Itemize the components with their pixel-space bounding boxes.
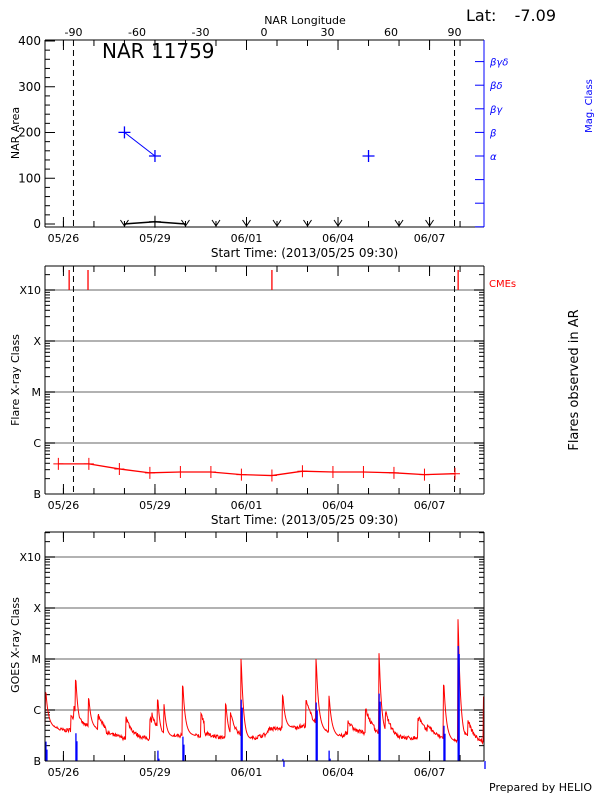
longitude-tick-label: 0 xyxy=(261,26,268,39)
goes-short-channel-spike xyxy=(315,702,318,761)
goes-short-channel-spike xyxy=(443,725,446,761)
y-tick-label: 400 xyxy=(18,34,41,48)
x-tick-label: 06/01 xyxy=(231,499,263,512)
longitude-tick-label: 30 xyxy=(321,26,335,39)
flare-point-marker xyxy=(449,467,460,480)
y-tick-label: M xyxy=(32,386,42,399)
mag-class-tick-label: β xyxy=(489,128,497,139)
x-axis-label: Start Time: (2013/05/25 09:30) xyxy=(211,513,398,527)
goes-long-channel-line xyxy=(44,619,484,745)
longitude-tick-label: -30 xyxy=(192,26,210,39)
longitude-tick-label: -60 xyxy=(128,26,146,39)
y-tick-label: X10 xyxy=(19,284,41,297)
flare-point-marker xyxy=(358,466,369,478)
flare-class-panel: B C M X X10 05/26 05/29 06/01 06/04 06/07 Start Ti… xyxy=(9,265,582,527)
area-point-marker xyxy=(425,219,434,227)
mag-class-tick-label: βδ xyxy=(489,81,503,92)
latitude-label: Lat: xyxy=(466,6,496,25)
area-point-marker xyxy=(303,219,312,227)
longitude-tick-label: 90 xyxy=(448,26,462,39)
nar-area-panel: 05/26 05/29 06/01 06/04 06/07 Start Time: (20… xyxy=(9,14,595,260)
goes-short-channel-spike xyxy=(45,741,48,761)
region-title: NAR 11759 xyxy=(102,39,215,63)
latitude-value: -7.09 xyxy=(515,6,556,25)
area-point-marker xyxy=(394,219,404,227)
flare-point-marker xyxy=(266,469,277,482)
y-axis-label: NAR Area xyxy=(9,107,22,159)
y-tick-label: X10 xyxy=(19,551,41,564)
mag-class-point-marker xyxy=(362,150,375,162)
flare-point-marker xyxy=(144,466,155,479)
area-point-marker xyxy=(272,219,282,227)
cme-label: CMEs xyxy=(489,279,516,290)
x-tick-label: 06/07 xyxy=(414,766,446,779)
x-tick-label: 05/26 xyxy=(48,499,80,512)
goes-short-channel-spike xyxy=(484,761,486,769)
x-axis-label: Start Time: (2013/05/25 09:30) xyxy=(211,246,398,260)
flare-class-line xyxy=(58,463,455,477)
mag-class-line xyxy=(124,132,156,157)
flare-point-marker xyxy=(419,468,430,481)
flare-point-marker xyxy=(297,465,308,478)
mag-class-point-marker xyxy=(148,150,161,162)
x-tick-label: 06/01 xyxy=(231,232,263,245)
area-point-marker xyxy=(120,219,129,227)
x-tick-label: 05/29 xyxy=(139,766,171,779)
y-tick-label: B xyxy=(33,488,41,501)
goes-short-channel-spike xyxy=(457,645,460,761)
longitude-tick-label: -90 xyxy=(64,26,82,39)
y-axis-label: GOES X-ray Class xyxy=(9,597,22,693)
x-tick-label: 05/29 xyxy=(139,499,171,512)
x-tick-label: 06/07 xyxy=(414,499,446,512)
flare-point-marker xyxy=(175,466,186,478)
area-point-marker xyxy=(211,219,221,227)
goes-short-channel-spike xyxy=(378,693,381,761)
y-tick-label: 300 xyxy=(18,80,41,94)
x-tick-label: 06/04 xyxy=(322,232,354,245)
area-point-marker xyxy=(181,219,190,227)
x-tick-label: 06/04 xyxy=(322,499,354,512)
flare-point-marker xyxy=(327,466,338,478)
mag-class-tick-label: βγδ xyxy=(489,58,508,69)
y-tick-label: C xyxy=(33,437,41,450)
goes-short-channel-spike xyxy=(240,699,243,761)
x-tick-label: 05/29 xyxy=(139,232,171,245)
goes-short-channel-spike xyxy=(75,733,78,761)
x-tick-label: 06/04 xyxy=(322,766,354,779)
prepared-by-credit: Prepared by HELIO xyxy=(489,781,592,794)
flare-point-marker xyxy=(114,462,125,475)
longitude-tick-label: 60 xyxy=(384,26,398,39)
x-tick-label: 05/26 xyxy=(48,766,80,779)
y-tick-label: X xyxy=(33,335,41,348)
y-tick-label: 200 xyxy=(18,126,41,140)
y-tick-label: 100 xyxy=(18,171,41,185)
area-point-marker xyxy=(242,219,251,227)
goes-xray-panel: B C M X X10 GOES X-ray Class 05/26 05/29 06/01 06… xyxy=(9,531,486,779)
mag-class-tick-label: α xyxy=(490,152,497,163)
longitude-axis-label: NAR Longitude xyxy=(264,14,346,27)
area-point-marker xyxy=(333,219,343,227)
flare-point-marker xyxy=(236,468,247,481)
x-tick-label: 05/26 xyxy=(48,232,80,245)
y-tick-label: X xyxy=(33,602,41,615)
mag-class-point-marker xyxy=(118,126,131,139)
mag-class-tick-label: βγ xyxy=(489,105,503,116)
x-tick-label: 06/01 xyxy=(231,766,263,779)
mag-class-axis-label: Mag. Class xyxy=(584,79,595,133)
y-tick-label: M xyxy=(32,653,42,666)
x-tick-label: 06/07 xyxy=(414,232,446,245)
flare-point-marker xyxy=(83,457,94,470)
area-point-marker xyxy=(148,215,161,228)
flare-point-marker xyxy=(205,466,216,478)
goes-short-channel-spike xyxy=(182,736,185,761)
flare-point-marker xyxy=(53,457,64,470)
y-tick-label: C xyxy=(33,704,41,717)
y-axis-label: Flare X-ray Class xyxy=(9,334,22,426)
right-axis-label: Flares observed in AR xyxy=(567,309,582,450)
y-tick-label: B xyxy=(33,755,41,768)
y-tick-label: 0 xyxy=(33,217,41,231)
flare-point-marker xyxy=(388,466,399,479)
